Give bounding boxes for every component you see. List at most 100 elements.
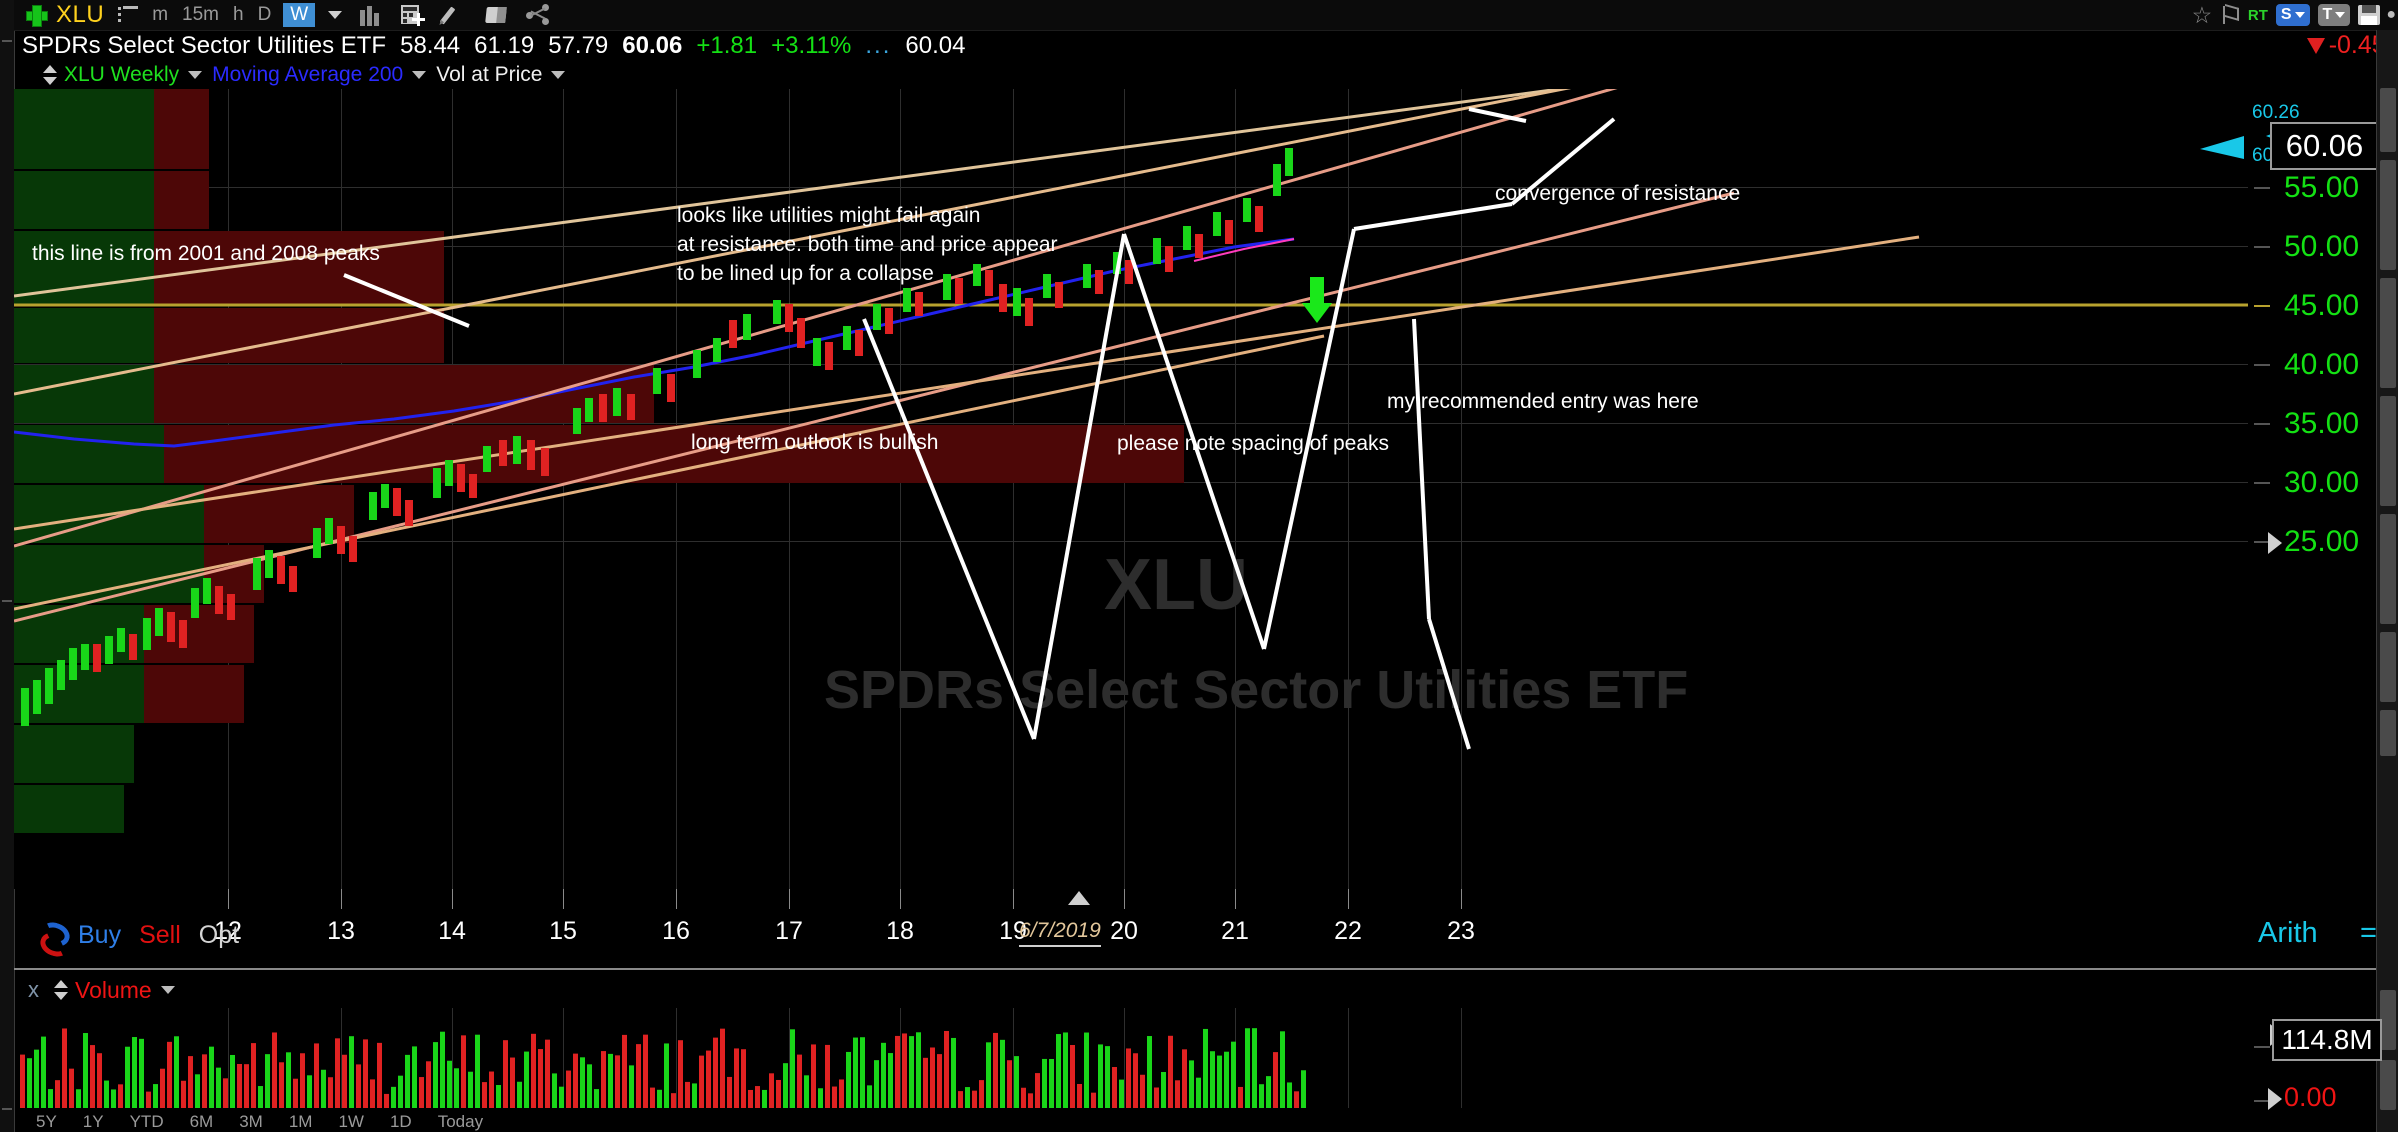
calculator-add-icon[interactable] [400, 4, 426, 26]
pencil-icon[interactable] [439, 4, 468, 26]
scrollbar-segment[interactable] [2380, 710, 2396, 756]
time-label-21: 21 [1221, 917, 1249, 945]
volume-axis[interactable]: 100.0M 0.00 114.8M [2248, 1008, 2382, 1118]
volume-pane-header: x Volume [14, 975, 175, 1005]
time-tick [1124, 889, 1125, 909]
right-scrollbar[interactable] [2376, 30, 2398, 1132]
range-ytd[interactable]: YTD [129, 1112, 164, 1131]
scrollbar-segment[interactable] [2380, 278, 2396, 388]
quote-open: 58.44 [400, 31, 461, 59]
range-today[interactable]: Today [437, 1112, 484, 1131]
folder-icon[interactable] [484, 4, 510, 26]
streaming-badge-label: S [2280, 6, 2292, 23]
plus-icon[interactable] [22, 1, 50, 29]
range-5y[interactable]: 5Y [36, 1112, 57, 1131]
chevron-down-icon[interactable] [412, 71, 427, 79]
scrollbar-segment[interactable] [2380, 632, 2396, 702]
range-1y[interactable]: 1Y [82, 1112, 104, 1131]
quote-change-percent: +3.11% [771, 31, 852, 59]
template-badge-label: T [2322, 6, 2333, 23]
indicator-vol-at-price[interactable]: Vol at Price [436, 63, 543, 86]
pane-divider[interactable] [14, 968, 2376, 970]
scrollbar-segment[interactable] [2380, 1060, 2396, 1110]
star-icon[interactable]: ☆ [2191, 2, 2213, 28]
time-tick [563, 889, 564, 909]
timeframe-m[interactable]: m [152, 4, 169, 25]
symbol-label[interactable]: XLU [56, 1, 105, 28]
quote-low: 57.79 [548, 31, 609, 59]
range-1w[interactable]: 1W [338, 1112, 364, 1131]
price-label-30: 30.00 [2284, 466, 2360, 499]
gridline-vertical [1013, 1008, 1014, 1108]
quote-bid: 60.04 [905, 31, 966, 59]
move-pane-icon[interactable] [40, 65, 57, 85]
time-tick [1235, 889, 1236, 909]
opt-button[interactable]: Opt [198, 921, 240, 949]
streaming-badge[interactable]: S [2275, 4, 2310, 26]
scale-equals-button[interactable]: = [2360, 917, 2377, 949]
price-chart-pane[interactable]: XLU SPDRs Select Sector Utilities ETF [14, 89, 2248, 889]
time-axis[interactable]: 12 13 14 15 16 17 18 19 20 21 22 23 6/7/… [14, 889, 2248, 971]
buy-button[interactable]: Buy [78, 921, 122, 949]
gridline-vertical [1461, 1008, 1462, 1108]
price-label-35: 35.00 [2284, 407, 2360, 440]
gridline-vertical [1013, 89, 1014, 889]
scale-mode-button[interactable]: Arith [2258, 917, 2318, 949]
close-pane-button[interactable]: x [28, 977, 39, 1002]
time-label-14: 14 [438, 917, 466, 945]
toolbar-right-group: ☆ RT S T ● [2189, 0, 2398, 30]
watchlist-icon[interactable] [118, 6, 139, 24]
refresh-icon[interactable] [36, 918, 74, 960]
gridline-vertical [452, 1008, 453, 1108]
scrollbar-segment[interactable] [2380, 88, 2396, 152]
gridline-vertical [900, 1008, 901, 1108]
time-tick [228, 889, 229, 909]
save-icon[interactable] [2358, 5, 2381, 25]
indicator-bar: XLU Weekly Moving Average 200 Vol at Pri… [14, 61, 2398, 89]
volume-chart-pane[interactable] [14, 1008, 2248, 1108]
range-6m[interactable]: 6M [189, 1112, 214, 1131]
gridline-horizontal [14, 423, 2248, 424]
chevron-down-icon[interactable] [328, 11, 343, 19]
flag-icon[interactable] [2219, 3, 2241, 27]
quote-ellipsis[interactable]: ... [865, 31, 892, 59]
rail-mark [2, 1108, 12, 1110]
user-drawn-measure-lines [862, 117, 1616, 750]
range-1d[interactable]: 1D [389, 1112, 412, 1131]
ann-fail-at-resistance: looks like utilities might fail again at… [677, 204, 1058, 285]
gridline-vertical [1461, 89, 1462, 889]
time-label-15: 15 [549, 917, 577, 945]
candlestick-series [21, 148, 1293, 726]
timeframe-d[interactable]: D [257, 4, 272, 25]
move-pane-icon[interactable] [51, 980, 68, 1000]
indicator-xlu-weekly[interactable]: XLU Weekly [64, 63, 180, 86]
chevron-down-icon[interactable] [551, 71, 566, 79]
time-tick [1348, 889, 1349, 909]
gridline-horizontal [14, 187, 2248, 188]
time-label-23: 23 [1447, 917, 1475, 945]
timeframe-h[interactable]: h [232, 4, 244, 25]
volume-title[interactable]: Volume [75, 976, 152, 1003]
range-1m[interactable]: 1M [288, 1112, 313, 1131]
gridline-vertical [1348, 1008, 1349, 1108]
bar-chart-icon[interactable] [358, 4, 384, 26]
timeframe-w[interactable]: W [283, 3, 316, 27]
timeframe-15m[interactable]: 15m [182, 4, 219, 25]
sell-button[interactable]: Sell [139, 921, 181, 949]
scrollbar-segment[interactable] [2380, 396, 2396, 506]
range-3m[interactable]: 3M [239, 1112, 263, 1131]
template-badge[interactable]: T [2317, 4, 2351, 26]
support-line-upper [14, 89, 1572, 396]
indicator-moving-average-200[interactable]: Moving Average 200 [212, 63, 404, 86]
scrollbar-segment[interactable] [2380, 160, 2396, 270]
share-icon[interactable] [526, 4, 552, 26]
chevron-down-icon[interactable] [188, 71, 203, 79]
more-icon[interactable]: ● [2386, 6, 2396, 23]
moving-average-200-line [14, 237, 1295, 448]
left-rail [0, 0, 15, 1132]
scrollbar-segment[interactable] [2380, 990, 2396, 1050]
realtime-label: RT [2247, 6, 2268, 24]
price-axis[interactable]: 60.26 60.04 60.06 55.00 50.00 45.00 40.0… [2248, 89, 2379, 889]
chevron-down-icon[interactable] [160, 986, 175, 994]
scrollbar-segment[interactable] [2380, 514, 2396, 624]
